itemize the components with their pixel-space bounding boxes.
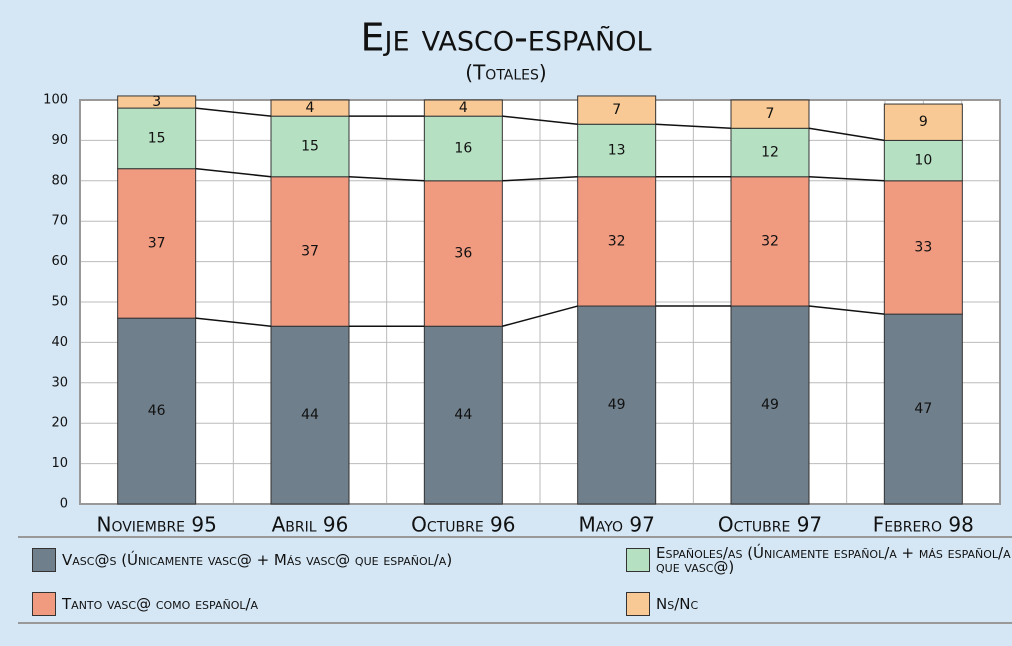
bar-segment: [730, 305, 810, 505]
x-tick-label: Octubre 97: [718, 513, 822, 537]
legend-label: Vasc@s (Únicamente vasc@ + Más vasc@ que…: [62, 551, 453, 569]
value-label: 15: [148, 130, 166, 146]
bar-segment: [117, 107, 197, 170]
bar-segment: [730, 99, 810, 129]
legend: Vasc@s (Únicamente vasc@ + Más vasc@ que…: [18, 536, 1012, 624]
bar-segment: [577, 305, 657, 505]
x-tick-label: Octubre 96: [411, 513, 515, 537]
bar-segment: [270, 115, 350, 178]
legend-swatch: [32, 548, 56, 572]
connector-line: [808, 127, 885, 142]
connector-line: [655, 123, 732, 130]
y-tick-label: 10: [51, 456, 68, 471]
value-label: 46: [148, 403, 166, 419]
x-tick-label: Abril 96: [272, 513, 349, 537]
value-label: 16: [454, 140, 472, 156]
bar-segment: [577, 176, 657, 307]
legend-item: Ns/Nc: [612, 582, 1012, 626]
bar-segment: [423, 325, 503, 505]
bar-segment: [423, 99, 503, 117]
bar-segment: [883, 103, 963, 141]
legend-label: Tanto vasc@ como español/a: [62, 595, 259, 613]
bar-segment: [423, 115, 503, 182]
bar-segment: [730, 176, 810, 307]
connector-line: [195, 317, 272, 327]
bar-segment: [883, 180, 963, 315]
connector-line: [195, 167, 272, 178]
legend-swatch: [626, 548, 650, 572]
bar-segment: [117, 168, 197, 319]
value-label: 37: [301, 244, 319, 260]
connector-line: [195, 107, 272, 117]
legend-item: Tanto vasc@ como español/a: [18, 582, 612, 626]
value-label: 33: [914, 239, 932, 255]
connector-line: [808, 176, 885, 182]
chart-subtitle: (Totales): [465, 61, 546, 85]
connector-line: [502, 115, 578, 125]
y-tick-label: 0: [60, 497, 68, 512]
value-label: 4: [459, 100, 468, 116]
legend-item: Españoles/as (Únicamente español/a + más…: [612, 538, 1012, 582]
value-label: 37: [148, 235, 166, 251]
connector-line: [502, 176, 578, 182]
plot-border: [79, 99, 1001, 505]
x-tick-label: Mayo 97: [578, 513, 654, 537]
bar-segment: [577, 123, 657, 178]
y-tick-label: 80: [51, 173, 68, 188]
y-tick-label: 100: [43, 93, 68, 108]
value-label: 3: [152, 94, 161, 110]
bar-segment: [883, 139, 963, 182]
x-tick-label: Febrero 98: [873, 513, 974, 537]
y-tick-label: 60: [51, 254, 68, 269]
legend-item: Vasc@s (Únicamente vasc@ + Más vasc@ que…: [18, 538, 612, 582]
value-label: 49: [608, 397, 626, 413]
y-tick-label: 40: [51, 335, 68, 350]
value-label: 44: [301, 407, 319, 423]
value-label: 47: [914, 401, 932, 417]
y-tick-label: 90: [51, 133, 68, 148]
bar-segment: [270, 176, 350, 327]
value-label: 44: [454, 407, 472, 423]
connector-line: [502, 305, 578, 327]
legend-label: Ns/Nc: [656, 595, 699, 613]
value-label: 12: [761, 145, 779, 161]
y-tick-label: 20: [51, 416, 68, 431]
legend-label: Españoles/as (Únicamente español/a + más…: [656, 544, 1011, 576]
bar-segment: [730, 127, 810, 178]
bar-segment: [577, 95, 657, 125]
y-tick-label: 30: [51, 375, 68, 390]
y-tick-label: 70: [51, 214, 68, 229]
x-tick-label: Noviembre 95: [96, 513, 216, 537]
bar-segment: [270, 99, 350, 117]
bar-segment: [883, 313, 963, 505]
value-label: 13: [608, 143, 626, 159]
value-label: 7: [612, 102, 621, 118]
connector-line: [808, 305, 885, 315]
value-label: 4: [306, 100, 315, 116]
connector-line: [348, 176, 425, 182]
value-label: 49: [761, 397, 779, 413]
legend-swatch: [626, 592, 650, 616]
bar-segment: [423, 180, 503, 327]
value-label: 9: [919, 114, 928, 130]
value-label: 15: [301, 138, 319, 154]
y-tick-label: 50: [51, 295, 68, 310]
legend-swatch: [32, 592, 56, 616]
value-label: 36: [454, 246, 472, 262]
chart-title: Eje vasco-español: [361, 16, 652, 60]
value-label: 32: [761, 233, 779, 249]
bar-segment: [270, 325, 350, 505]
value-label: 7: [766, 106, 775, 122]
value-label: 10: [914, 153, 932, 169]
value-label: 32: [608, 233, 626, 249]
bar-segment: [117, 95, 197, 109]
